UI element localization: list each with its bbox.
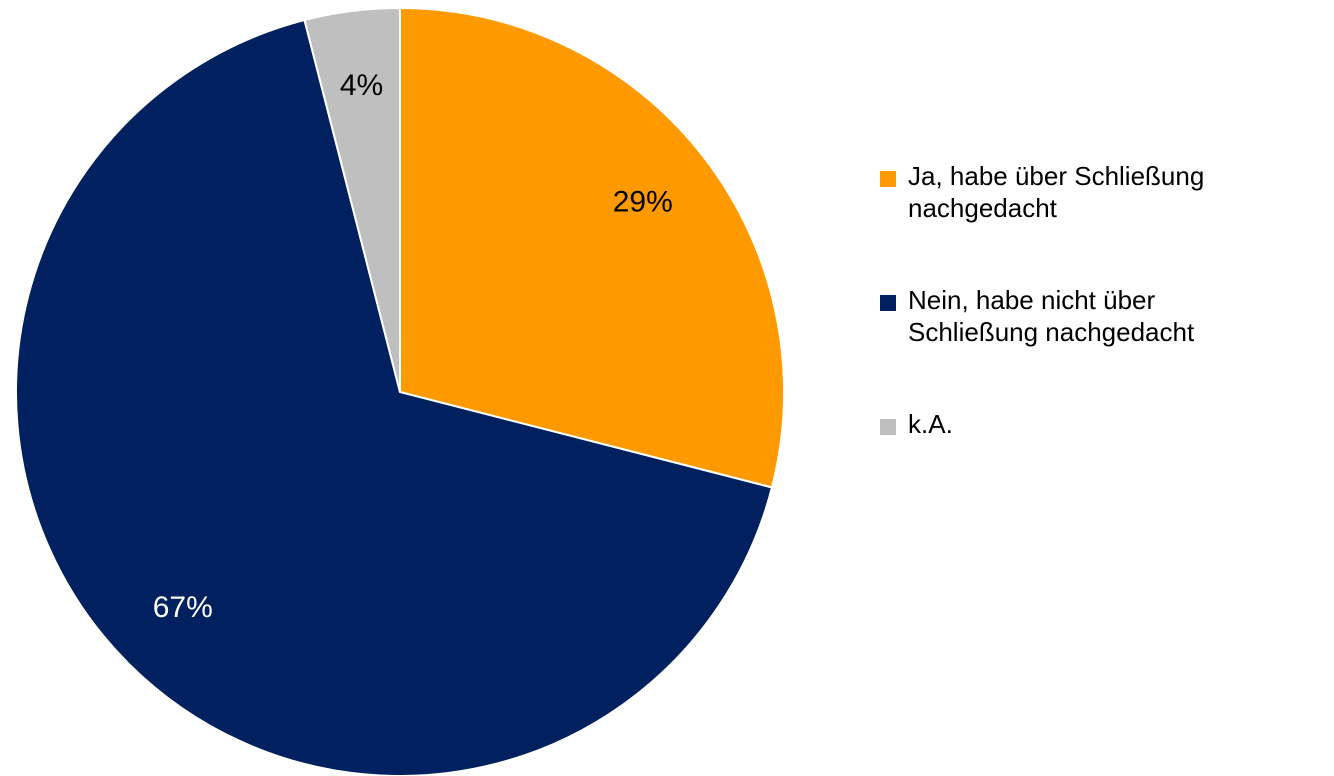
legend-label: Ja, habe über Schließung nachgedacht [908, 161, 1205, 223]
pie: 29% 67% 4% [15, 6, 785, 776]
pie-slice [303, 6, 401, 393]
data-label: 4% [340, 69, 383, 102]
data-label: 67% [153, 591, 213, 624]
legend-item: Ja, habe über Schließung nachgedacht [880, 160, 1220, 224]
pie-slice [15, 18, 774, 776]
legend-item: Nein, habe nicht über Schließung nachged… [880, 284, 1220, 348]
legend-swatch [880, 419, 896, 435]
legend-item: k.A. [880, 408, 1220, 440]
data-label: 29% [613, 186, 673, 219]
legend-label: Nein, habe nicht über Schließung nachged… [908, 285, 1195, 347]
legend-label: k.A. [908, 409, 953, 439]
legend: Ja, habe über Schließung nachgedacht Nein… [880, 160, 1220, 500]
pie-slice [399, 6, 785, 489]
legend-swatch [880, 295, 896, 311]
legend-swatch [880, 171, 896, 187]
